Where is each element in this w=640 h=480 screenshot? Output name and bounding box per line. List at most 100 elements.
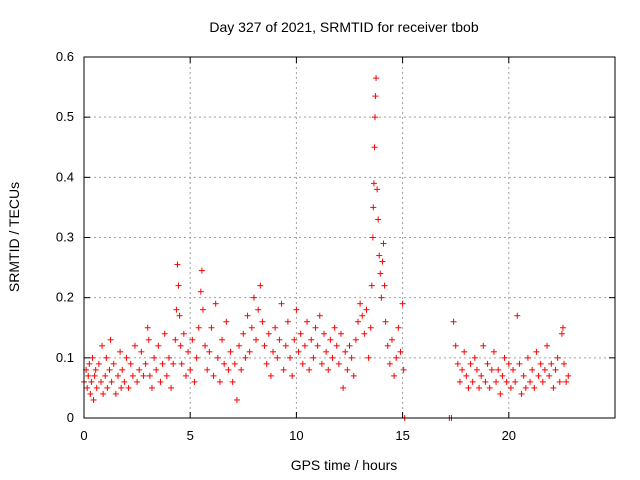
data-point (476, 384, 483, 391)
data-point (199, 306, 206, 313)
data-point (372, 93, 379, 100)
data-point (333, 342, 340, 349)
data-point (85, 372, 92, 379)
data-point (321, 330, 328, 337)
data-point (84, 384, 91, 391)
data-point (490, 348, 497, 355)
data-point (238, 366, 245, 373)
y-tick-label: 0.4 (56, 169, 74, 184)
data-point (265, 330, 272, 337)
x-tick-label: 10 (289, 428, 303, 443)
data-point (210, 372, 217, 379)
data-point (146, 372, 153, 379)
data-point (157, 378, 164, 385)
data-point (308, 336, 315, 343)
data-point (289, 372, 296, 379)
data-point (461, 348, 468, 355)
data-point (374, 186, 381, 193)
data-point (310, 354, 317, 361)
data-point (323, 348, 330, 355)
data-point (151, 354, 158, 361)
data-point (263, 360, 270, 367)
data-point (359, 312, 366, 319)
data-point (535, 372, 542, 379)
x-tick-label: 15 (395, 428, 409, 443)
data-point (138, 348, 145, 355)
data-point (92, 366, 99, 373)
x-axis-label: GPS time / hours (291, 457, 398, 473)
data-point (514, 312, 521, 319)
data-point (293, 306, 300, 313)
data-point (541, 366, 548, 373)
data-point (314, 342, 321, 349)
data-point (503, 378, 510, 385)
data-point (112, 390, 119, 397)
data-point (516, 360, 523, 367)
data-point (87, 390, 94, 397)
data-point (155, 342, 162, 349)
data-point (379, 258, 386, 265)
data-point (118, 384, 125, 391)
data-point (246, 348, 253, 355)
data-point (306, 366, 313, 373)
data-point (512, 378, 519, 385)
data-point (97, 378, 104, 385)
data-point (242, 354, 249, 361)
data-point (223, 318, 230, 325)
data-point (357, 300, 364, 307)
data-points (81, 75, 572, 421)
data-point (129, 372, 136, 379)
data-point (386, 360, 393, 367)
data-point (216, 378, 223, 385)
data-point (299, 360, 306, 367)
data-point (565, 372, 572, 379)
data-point (370, 204, 377, 211)
data-point (327, 336, 334, 343)
data-point (182, 372, 189, 379)
data-point (368, 282, 375, 289)
data-point (316, 312, 323, 319)
data-point (100, 390, 107, 397)
data-point (318, 360, 325, 367)
data-point (459, 366, 466, 373)
data-point (161, 330, 168, 337)
data-point (384, 342, 391, 349)
data-point (484, 360, 491, 367)
data-point (282, 342, 289, 349)
data-point (510, 366, 517, 373)
data-point (93, 384, 100, 391)
data-point (376, 252, 383, 259)
y-tick-label: 0.2 (56, 290, 74, 305)
y-tick-label: 0.1 (56, 350, 74, 365)
data-point (371, 144, 378, 151)
data-point (465, 384, 472, 391)
data-point (274, 354, 281, 361)
data-point (191, 378, 198, 385)
data-point (148, 384, 155, 391)
data-point (548, 360, 555, 367)
data-point (225, 366, 232, 373)
data-point (361, 330, 368, 337)
data-point (524, 354, 531, 361)
data-point (114, 372, 121, 379)
data-point (202, 342, 209, 349)
data-point (284, 318, 291, 325)
data-point (550, 384, 557, 391)
data-point (173, 306, 180, 313)
data-point (278, 300, 285, 307)
data-point (482, 378, 489, 385)
data-point (558, 330, 565, 337)
data-point (212, 300, 219, 307)
data-point (471, 354, 478, 361)
data-point (233, 396, 240, 403)
data-point (518, 390, 525, 397)
data-point (312, 324, 319, 331)
data-point (134, 378, 141, 385)
data-point (295, 348, 302, 355)
data-point (370, 180, 377, 187)
data-point (346, 342, 353, 349)
data-point (107, 336, 114, 343)
data-point (177, 342, 184, 349)
data-point (123, 354, 130, 361)
data-point (338, 330, 345, 337)
